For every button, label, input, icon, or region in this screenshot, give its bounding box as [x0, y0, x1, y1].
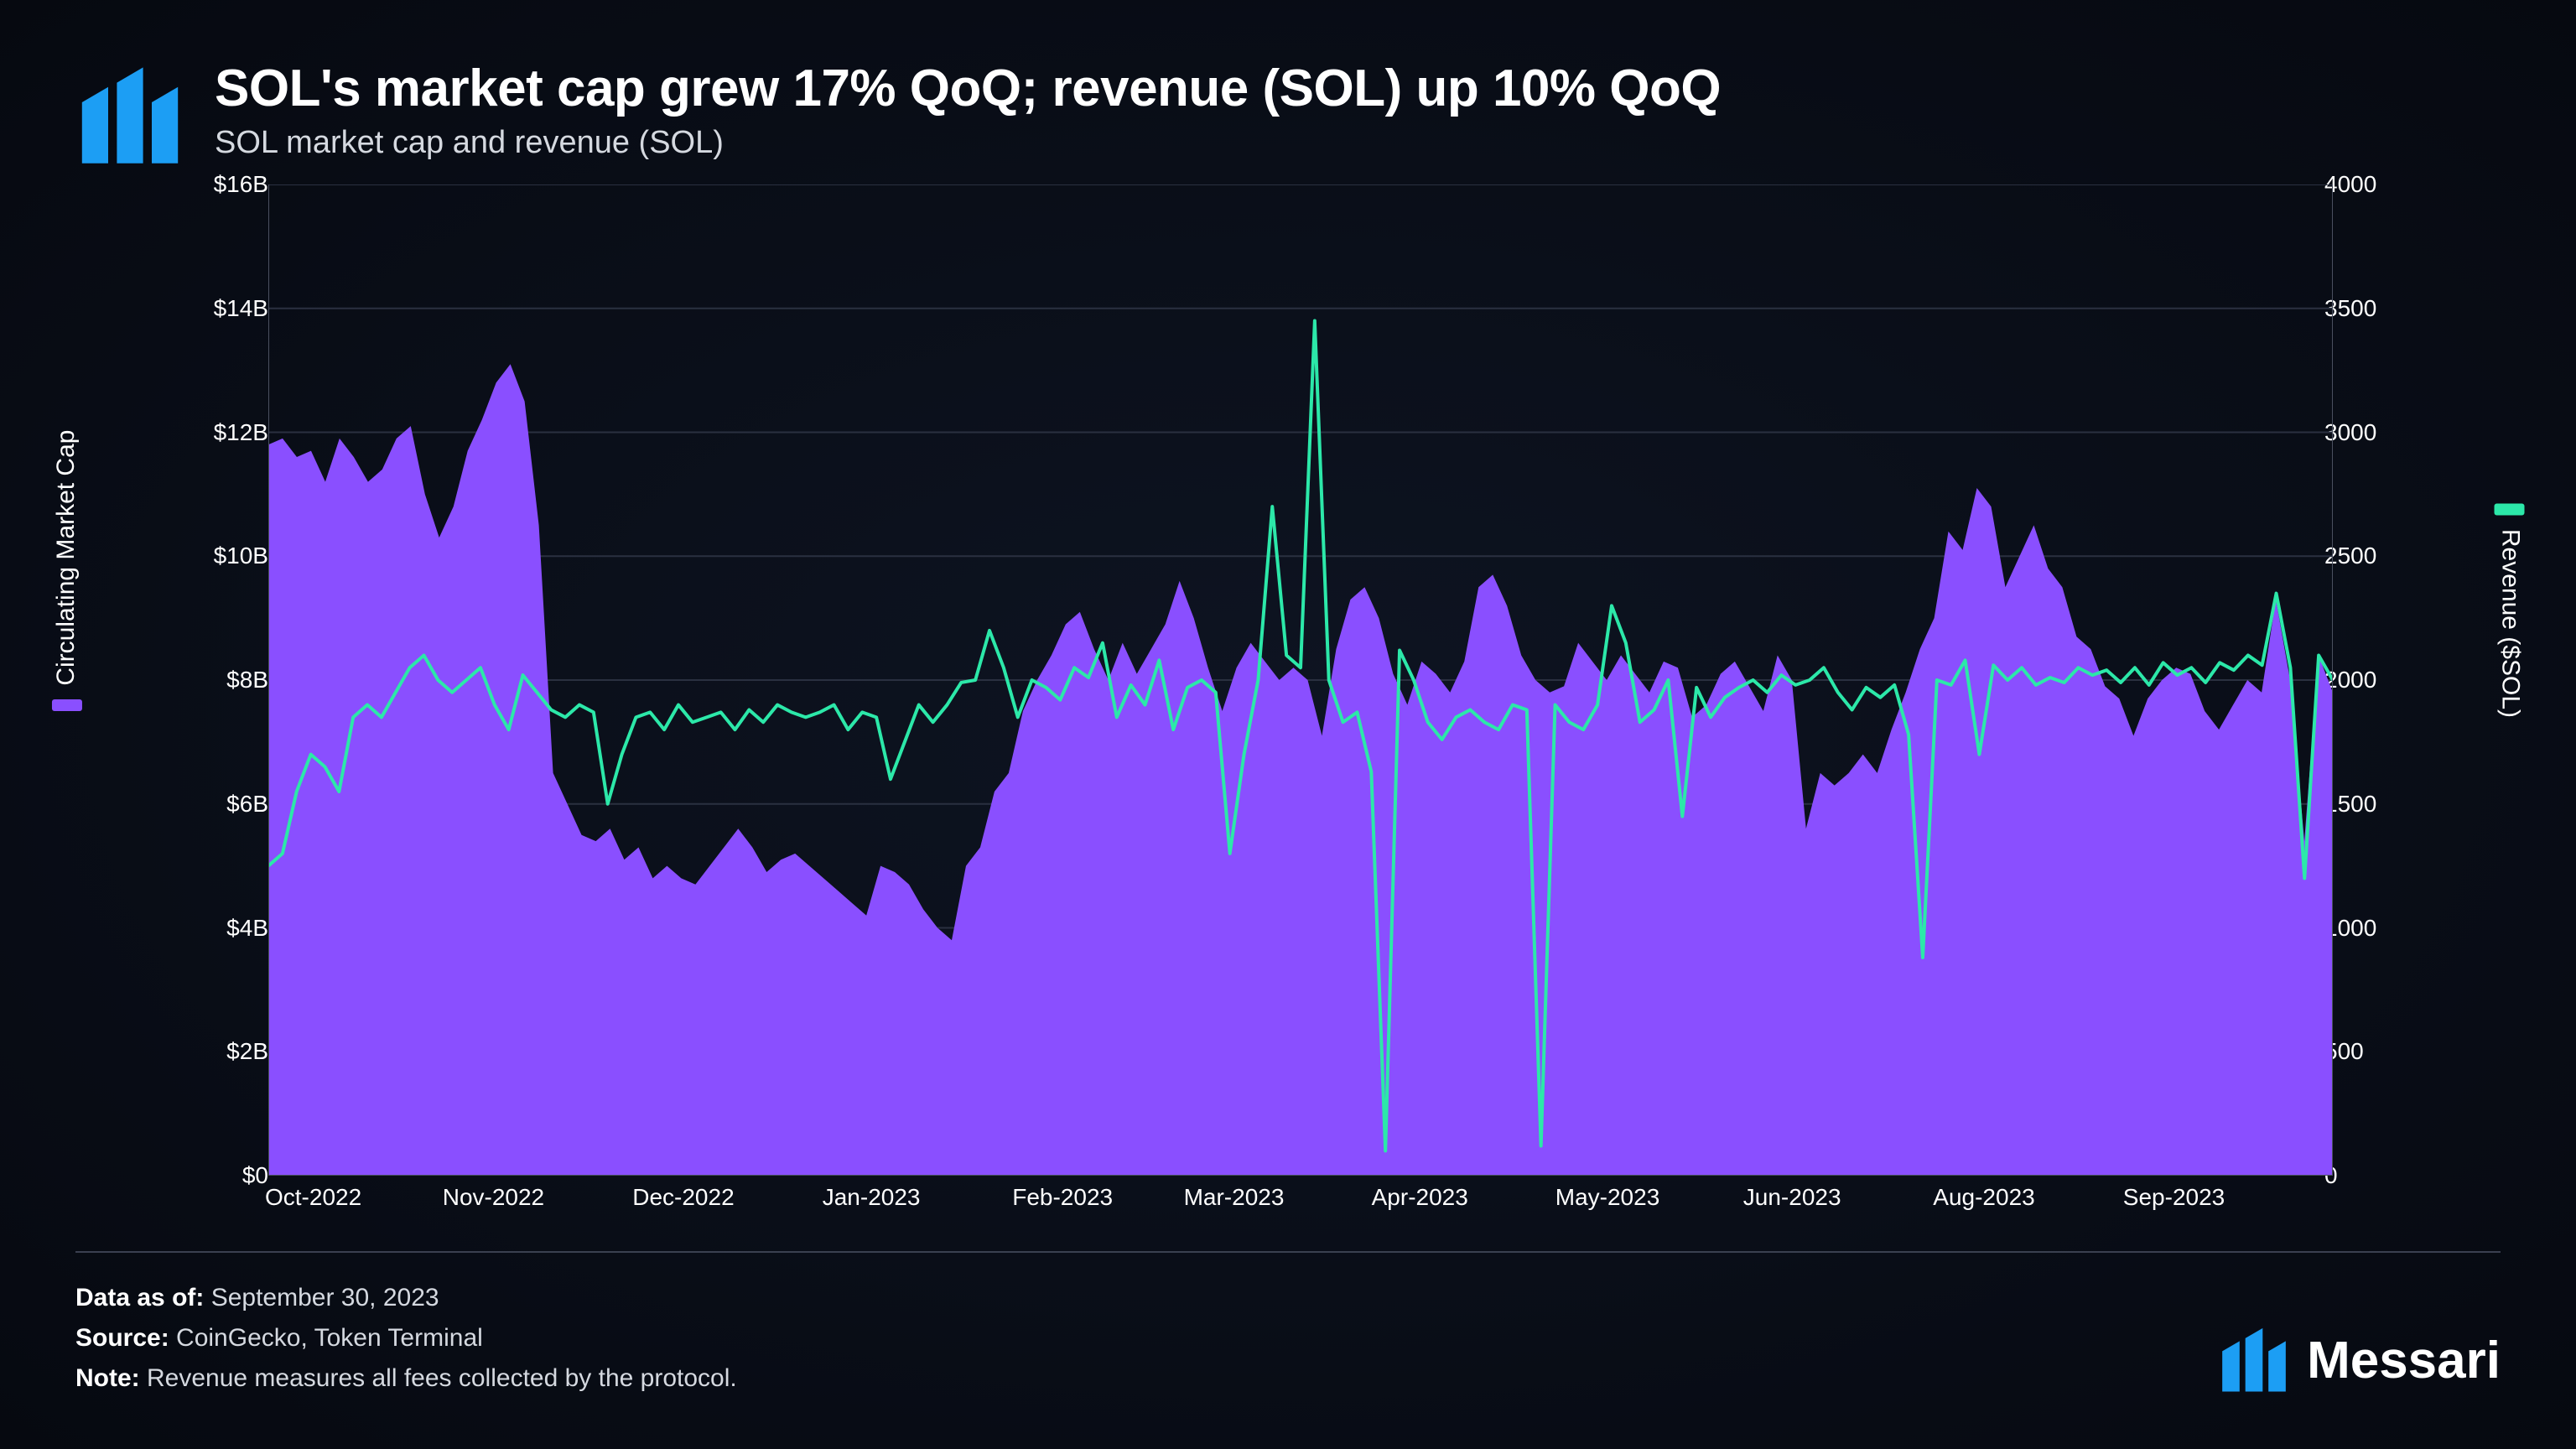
x-tick: Feb-2023	[1012, 1184, 1113, 1211]
y-right-tick: 1000	[2324, 915, 2425, 942]
footer-brand: Messari	[2218, 1322, 2501, 1399]
footer-notes: Data as of: September 30, 2023 Source: C…	[75, 1278, 737, 1399]
x-ticks: Oct-2022 Nov-2022 Dec-2022 Jan-2023 Feb-2023…	[268, 1184, 2333, 1218]
x-tick: Jun-2023	[1743, 1184, 1841, 1211]
chart-subtitle: SOL market cap and revenue (SOL)	[215, 125, 1721, 161]
y-right-tick: 2000	[2324, 667, 2425, 693]
x-tick: Mar-2023	[1184, 1184, 1285, 1211]
x-tick: Jan-2023	[823, 1184, 921, 1211]
chart-area: Circulating Market Cap Revenue ($SOL) $0…	[75, 184, 2501, 1251]
y-left-axis-label: Circulating Market Cap	[52, 430, 82, 718]
line-legend-swatch	[2494, 504, 2524, 516]
x-tick: Nov-2022	[443, 1184, 544, 1211]
y-left-tick: $2B	[168, 1038, 268, 1065]
x-tick: Sep-2023	[2123, 1184, 2225, 1211]
footer-brand-text: Messari	[2307, 1331, 2501, 1390]
messari-logo-icon	[2218, 1322, 2290, 1399]
y-left-tick: $16B	[168, 171, 268, 198]
y-left-tick: $6B	[168, 791, 268, 818]
y-right-tick: 2500	[2324, 543, 2425, 569]
y-left-tick: $12B	[168, 419, 268, 446]
x-tick: Oct-2022	[265, 1184, 361, 1211]
y-right-tick: 1500	[2324, 791, 2425, 818]
plot-region	[268, 184, 2333, 1176]
x-tick: Dec-2022	[632, 1184, 734, 1211]
y-right-axis-label: Revenue ($SOL)	[2494, 497, 2524, 718]
chart-header: SOL's market cap grew 17% QoQ; revenue (…	[75, 59, 2501, 168]
y-left-tick: $10B	[168, 543, 268, 569]
market-cap-area	[268, 364, 2333, 1176]
messari-logo-icon	[75, 59, 184, 168]
chart-title: SOL's market cap grew 17% QoQ; revenue (…	[215, 59, 1721, 118]
chart-footer: Data as of: September 30, 2023 Source: C…	[75, 1251, 2501, 1399]
y-right-ticks: 05001000150020002500300035004000	[2324, 184, 2425, 1176]
y-right-tick: 3000	[2324, 419, 2425, 446]
x-tick: Aug-2023	[1933, 1184, 2034, 1211]
x-tick: May-2023	[1555, 1184, 1660, 1211]
y-left-tick: $0	[168, 1162, 268, 1189]
y-left-tick: $8B	[168, 667, 268, 693]
y-left-ticks: $0$2B$4B$6B$8B$10B$12B$14B$16B	[168, 184, 268, 1176]
y-right-tick: 3500	[2324, 295, 2425, 322]
y-right-tick: 500	[2324, 1038, 2425, 1065]
x-tick: Apr-2023	[1372, 1184, 1468, 1211]
y-left-tick: $14B	[168, 295, 268, 322]
y-left-tick: $4B	[168, 915, 268, 942]
y-right-tick: 4000	[2324, 171, 2425, 198]
area-legend-swatch	[52, 699, 82, 711]
y-right-tick: 0	[2324, 1162, 2425, 1189]
